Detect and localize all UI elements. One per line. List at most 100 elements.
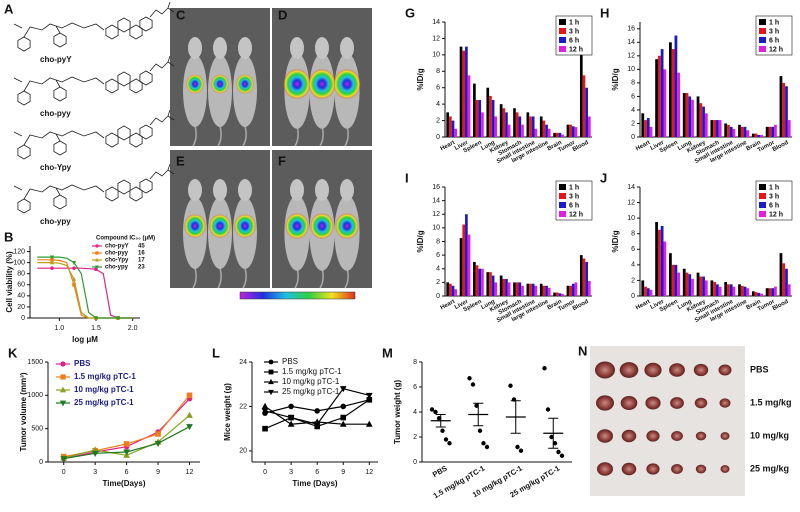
bar: [774, 286, 777, 296]
group-label: 10 mg/kg: [750, 430, 789, 440]
bar: [785, 268, 788, 296]
bar: [716, 120, 719, 137]
legend-label: 6 h: [569, 202, 579, 209]
y-tick-label: 12: [627, 53, 635, 60]
panel-label: H: [600, 5, 609, 20]
bar: [685, 272, 689, 296]
legend-label: 1 h: [769, 184, 779, 191]
bar: [713, 281, 716, 296]
peptide-chain: [13, 22, 105, 38]
bar: [486, 272, 490, 296]
y-axis-label: %ID/g: [416, 68, 425, 90]
tail: [192, 125, 197, 147]
legend-label: cho-Ypy: [105, 258, 129, 264]
steroid-ring: [117, 17, 131, 33]
bar: [515, 282, 519, 296]
bar: [785, 86, 788, 137]
marker: [115, 316, 121, 321]
y-tick-label: 24: [239, 359, 247, 366]
y-axis-label: %ID/g: [416, 230, 425, 252]
y-tick-label: 80: [17, 271, 25, 278]
bar: [760, 293, 763, 296]
bar: [779, 253, 783, 296]
y-tick-label: 6: [436, 85, 440, 92]
marker: [340, 403, 347, 410]
bar: [702, 106, 705, 137]
tumor: [670, 397, 684, 409]
marker: [186, 424, 193, 431]
signal: [209, 213, 231, 239]
bar: [558, 293, 562, 296]
bar: [502, 278, 506, 296]
benzene-ring: [53, 194, 67, 210]
bar: [521, 124, 524, 137]
bar: [529, 283, 532, 296]
legend-label: 1.5 mg/kg pTC-1: [74, 372, 136, 381]
legend-label: 3 h: [769, 193, 779, 200]
panel-label: B: [4, 229, 13, 244]
marker: [340, 414, 347, 421]
bar: [585, 261, 588, 296]
bar: [462, 224, 466, 296]
marker: [261, 402, 269, 409]
bar: [491, 275, 495, 296]
x-tick-label: 9: [341, 469, 345, 476]
bar: [531, 116, 535, 137]
y-tick-label: 6: [631, 93, 635, 100]
bar: [473, 83, 476, 137]
y-tick-label: 20: [239, 448, 247, 455]
y-tick-label: 10: [627, 215, 635, 222]
point: [484, 444, 490, 450]
bar: [582, 75, 586, 137]
benzene-ring: [53, 86, 67, 102]
tumor: [621, 429, 637, 443]
x-tick-label: 6: [315, 469, 319, 476]
steroid-ring: [117, 125, 131, 141]
bar: [574, 127, 578, 137]
bar: [768, 288, 772, 296]
error-bar: [473, 402, 484, 427]
bar: [691, 278, 694, 296]
legend-swatch: [759, 37, 766, 43]
y-tick-label: 12: [432, 211, 440, 218]
bar: [774, 124, 777, 137]
tumor: [694, 397, 708, 409]
bar: [669, 42, 672, 138]
legend-label: 1.5 mg/kg pTC-1: [282, 367, 342, 376]
marker: [95, 251, 99, 255]
bar: [451, 285, 455, 296]
side-chain: [149, 163, 175, 180]
bar: [649, 126, 653, 137]
y-tick-label: 500: [31, 426, 43, 433]
point: [429, 407, 435, 412]
bar: [513, 282, 516, 296]
marker: [59, 386, 67, 393]
bar: [545, 124, 548, 137]
bar: [473, 261, 476, 296]
legend-label: PBS: [74, 359, 91, 368]
legend-swatch: [559, 28, 566, 34]
group-label: 1.5 mg/kg: [750, 397, 792, 407]
side-chain: [149, 109, 175, 126]
x-tick-label: 3: [289, 469, 293, 476]
bar: [696, 272, 700, 296]
bar: [579, 54, 583, 137]
bar: [539, 283, 543, 296]
bar: [587, 281, 591, 296]
bar: [502, 108, 506, 137]
tumor: [597, 462, 613, 476]
panel-label: N: [578, 343, 587, 358]
y-axis-label: Mice weight (g): [223, 383, 232, 441]
steroid-ring: [117, 179, 131, 195]
y-tick-label: 0: [21, 315, 25, 322]
y-tick-label: 14: [627, 39, 635, 46]
panel-label: C: [176, 7, 186, 22]
y-tick-label: 16: [432, 184, 440, 191]
bar: [754, 133, 758, 137]
marker: [313, 421, 321, 428]
panel-label: E: [176, 153, 185, 168]
point: [545, 407, 551, 412]
bar: [467, 234, 471, 296]
marker: [123, 449, 130, 456]
bar: [585, 87, 588, 137]
